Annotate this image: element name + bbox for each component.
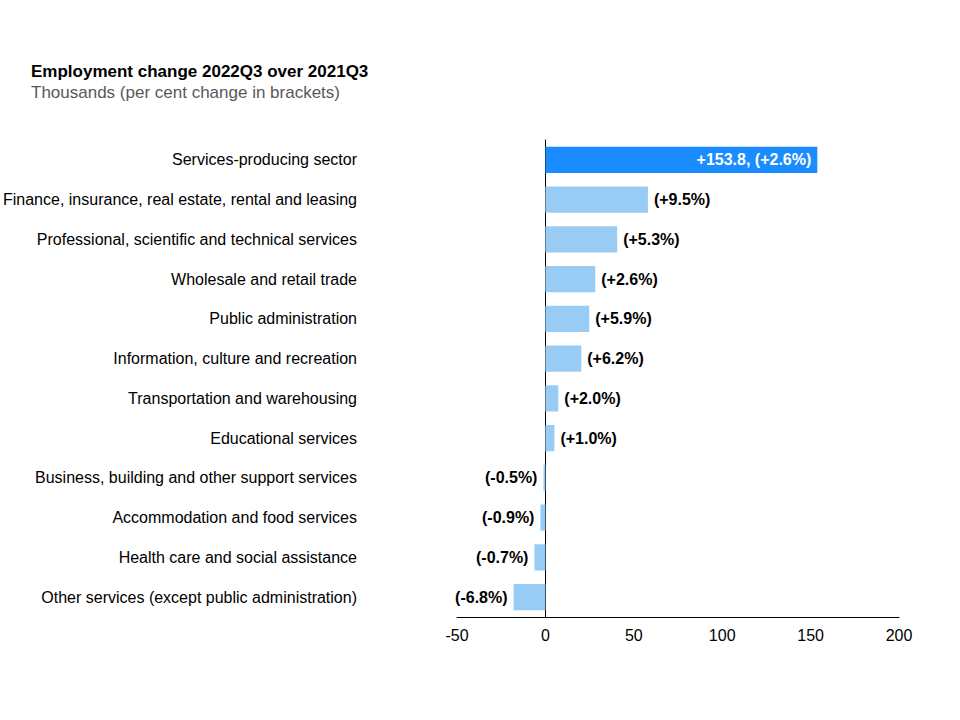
svg-text:0: 0 [541, 627, 550, 644]
svg-text:Employment change 2022Q3 over: Employment change 2022Q3 over 2021Q3 [31, 62, 368, 81]
svg-text:(+1.0%): (+1.0%) [560, 430, 616, 447]
svg-text:Finance, insurance, real estat: Finance, insurance, real estate, rental … [3, 191, 357, 208]
svg-text:Transportation and warehousing: Transportation and warehousing [128, 390, 357, 407]
svg-text:Thousands (per cent change in: Thousands (per cent change in brackets) [31, 83, 340, 102]
svg-text:50: 50 [625, 627, 643, 644]
svg-text:Business, building and other s: Business, building and other support ser… [35, 469, 357, 486]
svg-text:100: 100 [709, 627, 736, 644]
svg-text:(+6.2%): (+6.2%) [587, 350, 643, 367]
svg-text:Other services (except public: Other services (except public administra… [41, 589, 357, 606]
svg-text:(-6.8%): (-6.8%) [455, 589, 507, 606]
svg-text:(+5.3%): (+5.3%) [623, 231, 679, 248]
svg-text:Information, culture and recre: Information, culture and recreation [113, 350, 357, 367]
svg-text:(-0.9%): (-0.9%) [482, 509, 534, 526]
svg-text:Health care and social assista: Health care and social assistance [119, 549, 357, 566]
svg-text:150: 150 [797, 627, 824, 644]
svg-text:+153.8, (+2.6%): +153.8, (+2.6%) [697, 151, 812, 168]
svg-text:Public administration: Public administration [209, 310, 357, 327]
svg-text:200: 200 [886, 627, 913, 644]
svg-text:(+2.6%): (+2.6%) [601, 271, 657, 288]
svg-text:Professional, scientific and t: Professional, scientific and technical s… [37, 231, 357, 248]
svg-text:Accommodation and food service: Accommodation and food services [112, 509, 357, 526]
svg-text:(-0.5%): (-0.5%) [485, 469, 537, 486]
svg-text:(+9.5%): (+9.5%) [654, 191, 710, 208]
svg-text:Services-producing sector: Services-producing sector [172, 151, 358, 168]
svg-text:(-0.7%): (-0.7%) [476, 549, 528, 566]
svg-text:(+5.9%): (+5.9%) [595, 310, 651, 327]
svg-text:(+2.0%): (+2.0%) [564, 390, 620, 407]
svg-text:-50: -50 [445, 627, 468, 644]
svg-text:Wholesale and retail trade: Wholesale and retail trade [171, 271, 357, 288]
svg-text:Educational services: Educational services [210, 430, 357, 447]
